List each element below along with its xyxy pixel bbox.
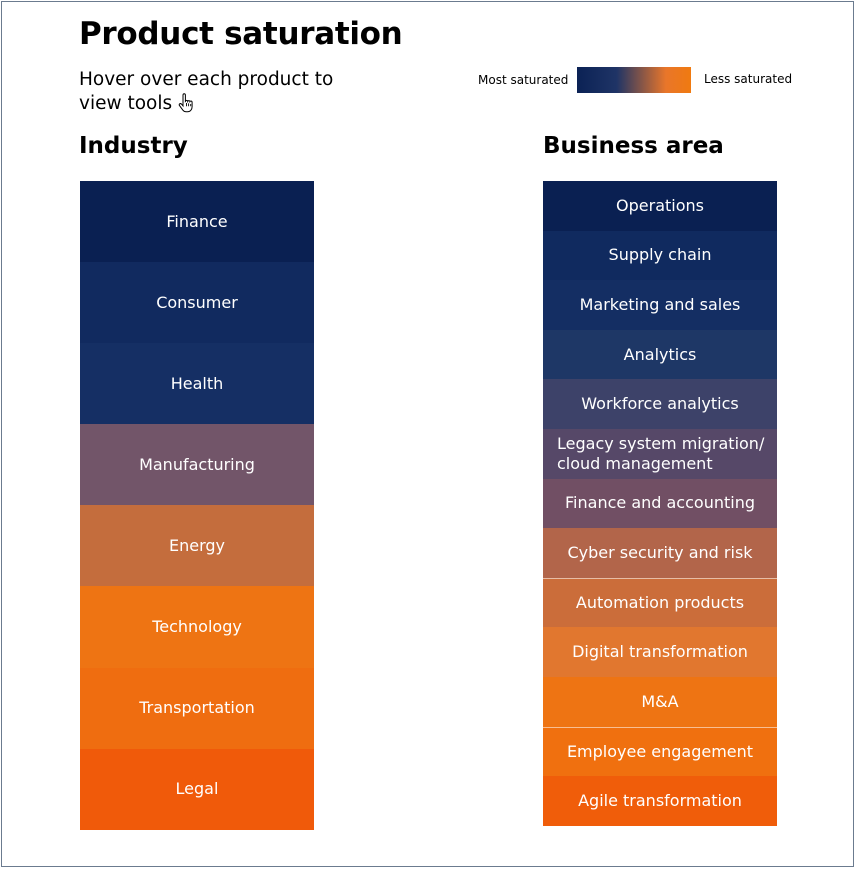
business-area-item[interactable]: Automation products xyxy=(543,577,777,628)
industry-item[interactable]: Technology xyxy=(80,586,314,668)
industry-item[interactable]: Transportation xyxy=(80,667,314,749)
business-area-item[interactable]: Workforce analytics xyxy=(543,379,777,429)
industry-item[interactable]: Legal xyxy=(80,748,314,830)
industry-item[interactable]: Health xyxy=(80,343,314,425)
business-area-item[interactable]: Marketing and sales xyxy=(543,280,777,330)
industry-item-label: Energy xyxy=(168,535,225,555)
business-area-item-label: Digital transformation xyxy=(572,642,748,662)
business-area-item-label: Analytics xyxy=(623,344,697,364)
subtitle: Hover over each product to view tools xyxy=(79,68,379,120)
business-area-item-label: Marketing and sales xyxy=(579,294,741,314)
business-area-item[interactable]: Operations xyxy=(543,181,777,231)
business-area-item-label: Finance and accounting xyxy=(565,493,755,513)
industry-item-label: Health xyxy=(170,373,224,393)
business-area-item[interactable]: Cyber security and risk xyxy=(543,528,777,578)
business-area-heading: Business area xyxy=(543,133,724,159)
business-area-item[interactable]: Legacy system migration/ cloud managemen… xyxy=(543,428,777,479)
legend-most-label: Most saturated xyxy=(478,73,569,87)
business-area-item[interactable]: Digital transformation xyxy=(543,627,777,677)
business-area-item-label: Supply chain xyxy=(608,245,712,265)
business-area-item[interactable]: Supply chain xyxy=(543,230,777,281)
legend-less-label: Less saturated xyxy=(704,72,793,86)
industry-item[interactable]: Consumer xyxy=(80,262,314,344)
industry-item-label: Consumer xyxy=(156,292,238,312)
industry-item-label: Legal xyxy=(175,779,219,799)
subtitle-text: Hover over each product to view tools xyxy=(79,69,334,114)
business-area-item[interactable]: Agile transformation xyxy=(543,776,777,826)
industry-item-label: Finance xyxy=(166,211,228,231)
business-area-item-label: Employee engagement xyxy=(566,741,754,761)
industry-column: Finance Consumer Health Manufacturing Energy… xyxy=(80,181,314,830)
business-area-column: Operations Supply chain Marketing and sale… xyxy=(543,181,777,826)
business-area-item-label: Cyber security and risk xyxy=(567,542,753,562)
business-area-item-label: Legacy system migration/ cloud managemen… xyxy=(557,433,765,473)
business-area-item[interactable]: Analytics xyxy=(543,329,777,380)
industry-item[interactable]: Manufacturing xyxy=(80,424,314,506)
business-area-item[interactable]: M&A xyxy=(543,676,777,727)
page-title: Product saturation xyxy=(79,16,403,52)
business-area-item[interactable]: Employee engagement xyxy=(543,726,777,777)
pointer-hand-icon xyxy=(178,93,194,120)
industry-item[interactable]: Finance xyxy=(80,181,314,263)
legend-gradient-bar xyxy=(577,67,691,93)
business-area-item[interactable]: Finance and accounting xyxy=(543,478,777,529)
industry-item-label: Manufacturing xyxy=(139,454,255,474)
business-area-item-label: Automation products xyxy=(575,593,745,613)
business-area-item-label: Workforce analytics xyxy=(581,394,739,414)
business-area-item-label: Agile transformation xyxy=(578,790,742,810)
industry-item-label: Transportation xyxy=(139,698,255,718)
business-area-item-label: Operations xyxy=(616,195,704,215)
industry-heading: Industry xyxy=(79,133,188,159)
business-area-item-label: M&A xyxy=(641,691,679,711)
industry-item[interactable]: Energy xyxy=(80,505,314,587)
industry-item-label: Technology xyxy=(152,617,242,637)
